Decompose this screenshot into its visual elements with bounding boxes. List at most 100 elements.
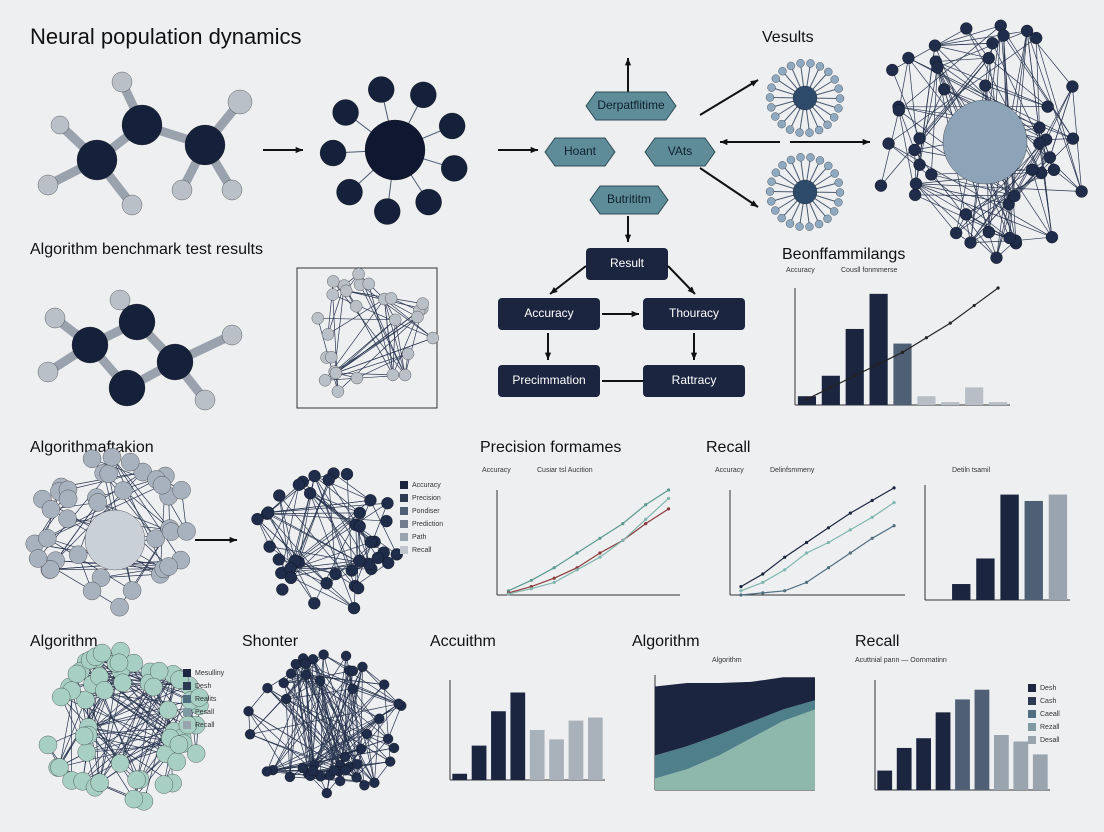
node — [357, 661, 368, 673]
node — [355, 743, 367, 755]
arrow-head — [624, 58, 632, 66]
node — [785, 125, 795, 134]
point — [804, 580, 809, 585]
node — [297, 762, 308, 774]
point — [826, 526, 831, 530]
node — [347, 665, 359, 677]
node — [925, 168, 938, 181]
bar — [877, 770, 893, 790]
label: Accuracy — [482, 467, 511, 474]
node — [349, 299, 363, 313]
node — [149, 661, 169, 681]
point — [575, 568, 579, 572]
node — [777, 119, 786, 129]
node — [50, 115, 70, 135]
node — [74, 726, 94, 746]
node — [326, 288, 339, 301]
node — [28, 549, 48, 568]
node — [830, 75, 839, 84]
node — [792, 85, 818, 111]
node — [913, 132, 926, 145]
area — [655, 709, 815, 790]
node — [882, 137, 895, 150]
edge — [47, 537, 133, 591]
edge — [334, 319, 396, 372]
node — [184, 124, 226, 166]
edge — [295, 664, 311, 776]
node — [979, 79, 992, 92]
line — [508, 497, 669, 595]
flow-node — [589, 185, 669, 215]
node — [913, 158, 926, 172]
edge — [888, 143, 1017, 244]
node — [82, 581, 102, 601]
bar — [988, 402, 1008, 405]
edge — [394, 319, 406, 376]
point — [644, 503, 648, 507]
node — [122, 581, 142, 600]
node — [823, 120, 832, 130]
edge — [298, 561, 336, 575]
legend-swatch — [400, 546, 408, 554]
line — [740, 525, 895, 596]
node — [321, 328, 335, 341]
node — [325, 350, 338, 364]
point — [877, 362, 881, 366]
legend-swatch — [183, 682, 191, 690]
point — [621, 522, 625, 526]
edge — [915, 183, 1082, 192]
edge — [248, 710, 314, 772]
edge — [352, 688, 402, 707]
edge — [278, 495, 356, 587]
node — [362, 277, 375, 291]
node — [345, 564, 359, 577]
node — [71, 326, 109, 364]
edge — [699, 79, 759, 116]
edge — [1031, 169, 1053, 238]
bar — [976, 558, 995, 600]
bar — [994, 735, 1009, 790]
label: Mesulliny — [195, 670, 225, 677]
point — [826, 540, 831, 545]
node — [767, 177, 776, 186]
node — [290, 658, 302, 670]
point — [739, 585, 743, 589]
edge — [285, 698, 341, 766]
node — [410, 81, 437, 109]
node — [361, 728, 373, 740]
legend-swatch — [183, 695, 191, 703]
edge — [898, 25, 1001, 111]
node — [814, 125, 824, 135]
line — [740, 502, 895, 592]
edge — [888, 143, 1053, 238]
node — [1066, 132, 1080, 145]
bar — [1032, 754, 1048, 790]
node — [102, 447, 122, 467]
node — [261, 766, 273, 777]
point — [506, 592, 511, 596]
node — [1045, 230, 1059, 244]
flow-box — [498, 298, 600, 330]
edge — [934, 42, 993, 46]
node — [351, 581, 365, 595]
node — [121, 194, 143, 216]
arrow-head — [750, 200, 758, 207]
legend-swatch — [183, 669, 191, 677]
edge — [915, 183, 997, 258]
node — [318, 649, 329, 660]
node — [959, 208, 973, 221]
node — [796, 153, 805, 162]
edge — [111, 457, 165, 570]
point — [829, 385, 833, 390]
node — [381, 556, 395, 570]
node — [154, 775, 174, 794]
node — [41, 560, 60, 579]
edge — [374, 718, 380, 783]
edge — [996, 204, 1010, 258]
label: Pesall — [195, 709, 215, 716]
edge — [111, 456, 170, 529]
node — [1075, 185, 1088, 198]
point — [783, 589, 787, 593]
node — [806, 59, 815, 68]
node — [1033, 137, 1046, 150]
